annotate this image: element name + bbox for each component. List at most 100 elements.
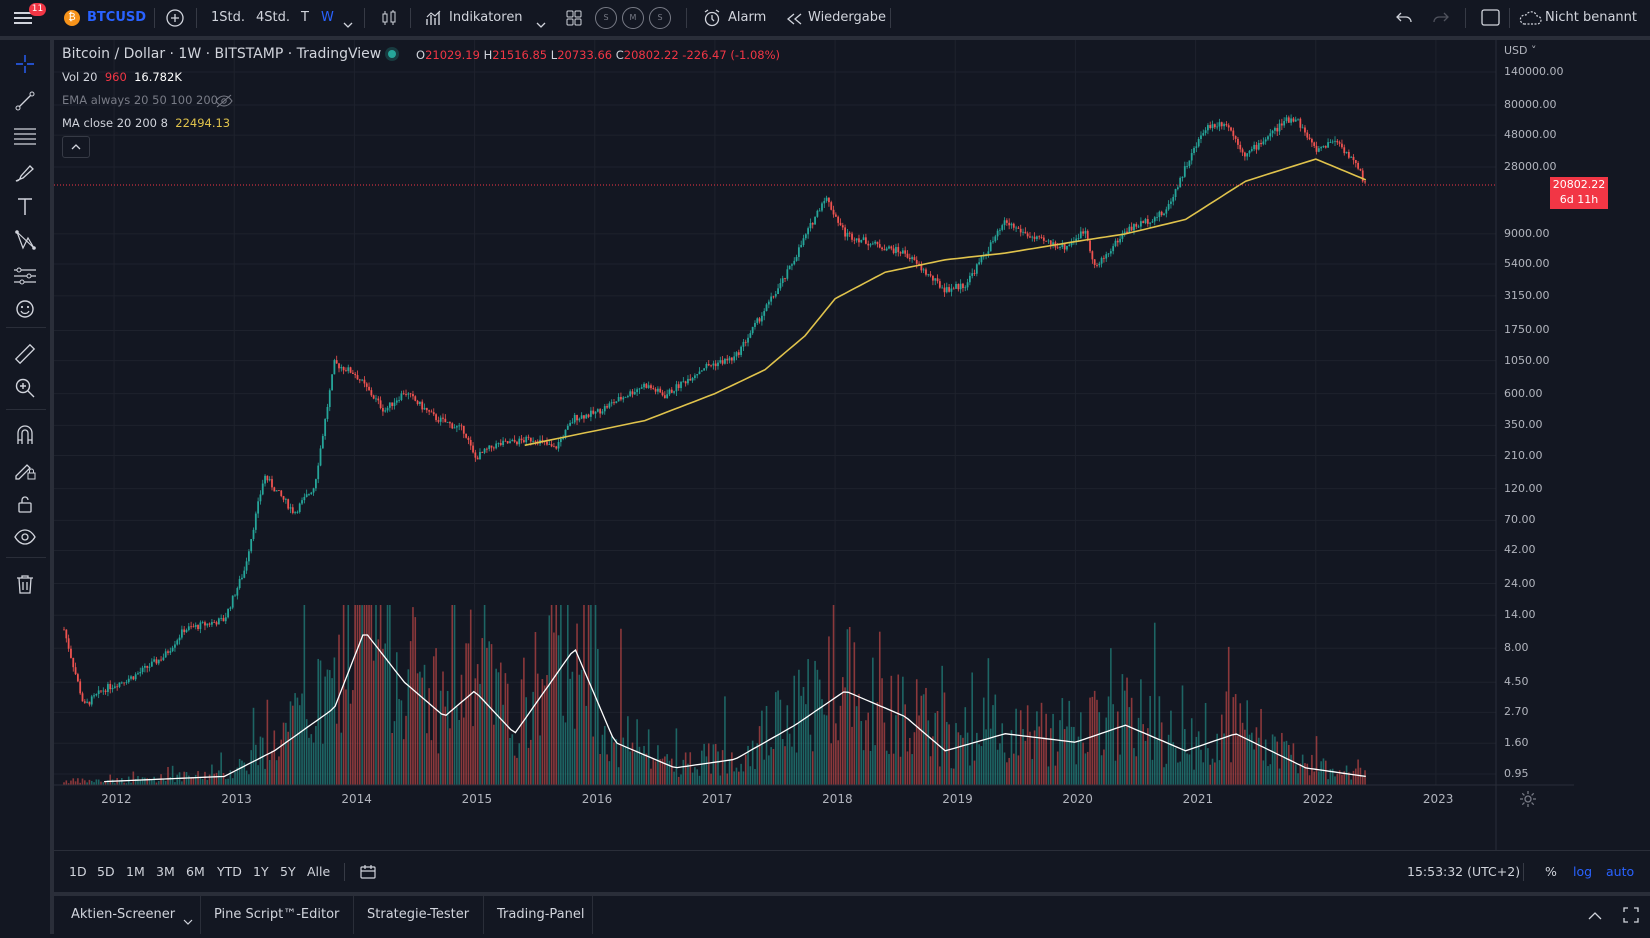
range-1d[interactable]: 1D bbox=[69, 864, 87, 879]
candle-body bbox=[388, 402, 391, 408]
eye-icon[interactable] bbox=[13, 525, 37, 549]
chart-pane[interactable]: Bitcoin / Dollar · 1W · BITSTAMP · Tradi… bbox=[54, 40, 1608, 850]
volume-bar bbox=[1308, 775, 1311, 785]
chevron-down-icon[interactable] bbox=[183, 911, 193, 925]
cloud-icon[interactable] bbox=[1518, 9, 1542, 27]
plus-circle-icon[interactable] bbox=[166, 9, 184, 27]
fib-icon[interactable] bbox=[13, 124, 37, 148]
range-5y[interactable]: 5Y bbox=[280, 864, 296, 879]
candle-body bbox=[455, 426, 458, 428]
tab-pine-editor[interactable]: Pine Script™-Editor bbox=[214, 907, 340, 922]
range-ytd[interactable]: YTD bbox=[217, 864, 242, 879]
time-tick-label: 2015 bbox=[461, 792, 493, 806]
trendline-icon[interactable] bbox=[13, 89, 37, 113]
range-3m[interactable]: 3M bbox=[156, 864, 175, 879]
price-tick-label: 600.00 bbox=[1504, 386, 1543, 400]
chevron-down-icon[interactable] bbox=[536, 14, 546, 28]
prediction-icon[interactable] bbox=[13, 264, 37, 288]
volume-bar bbox=[1260, 708, 1262, 785]
chart-title[interactable]: Bitcoin / Dollar · 1W · BITSTAMP · Tradi… bbox=[62, 46, 382, 62]
range-5d[interactable]: 5D bbox=[97, 864, 115, 879]
candle-body bbox=[1091, 251, 1094, 260]
volume-bar bbox=[291, 705, 294, 785]
symbol-search[interactable]: BTCUSD bbox=[87, 10, 147, 25]
auto-toggle[interactable]: auto bbox=[1606, 864, 1635, 879]
ma-legend[interactable]: MA close 20 200 8 22494.13 bbox=[62, 116, 231, 130]
candle-body bbox=[700, 370, 703, 372]
lock-drawing-icon[interactable] bbox=[13, 457, 37, 481]
replay-icon[interactable] bbox=[786, 11, 802, 25]
volume-bar bbox=[303, 605, 306, 785]
candle-body bbox=[1170, 201, 1172, 204]
circle-button-2[interactable]: M bbox=[622, 7, 644, 29]
chevron-down-icon[interactable] bbox=[343, 14, 353, 28]
lock-icon[interactable] bbox=[13, 492, 37, 516]
collapse-legend-button[interactable] bbox=[62, 136, 90, 158]
ema-legend[interactable]: EMA always 20 50 100 200 bbox=[62, 93, 218, 107]
interval-4h[interactable]: 4Std. bbox=[256, 10, 291, 25]
redo-icon[interactable] bbox=[1432, 10, 1450, 26]
currency-selector[interactable]: USD ˅ bbox=[1504, 44, 1537, 57]
alert-button[interactable]: Alarm bbox=[728, 10, 767, 25]
undo-icon[interactable] bbox=[1395, 10, 1413, 26]
range-1m[interactable]: 1M bbox=[126, 864, 145, 879]
volume-bar bbox=[1181, 685, 1184, 785]
maximize-panel-icon[interactable] bbox=[1622, 906, 1640, 924]
magnet-icon[interactable] bbox=[13, 423, 37, 447]
candle-body bbox=[398, 399, 400, 401]
tab-stock-screener[interactable]: Aktien-Screener bbox=[71, 907, 176, 922]
ruler-icon[interactable] bbox=[13, 342, 37, 366]
alarm-clock-icon[interactable] bbox=[702, 8, 722, 28]
candle-body bbox=[774, 294, 777, 297]
range-all[interactable]: Alle bbox=[307, 864, 331, 879]
hidden-eye-icon[interactable] bbox=[215, 93, 233, 108]
price-chart-svg[interactable] bbox=[54, 40, 1574, 850]
crosshair-icon[interactable] bbox=[13, 52, 37, 76]
volume-bar bbox=[1301, 754, 1304, 785]
trash-icon[interactable] bbox=[13, 572, 37, 596]
replay-button[interactable]: Wiedergabe bbox=[808, 10, 887, 25]
candle-body bbox=[818, 210, 821, 212]
log-toggle[interactable]: log bbox=[1573, 864, 1593, 879]
indicators-icon[interactable] bbox=[425, 9, 443, 27]
candle-body bbox=[1008, 222, 1011, 226]
percent-toggle[interactable]: % bbox=[1545, 864, 1557, 879]
interval-week[interactable]: W bbox=[321, 10, 334, 25]
circle-button-1[interactable]: S bbox=[595, 7, 617, 29]
candle-body bbox=[728, 357, 731, 361]
fullscreen-icon[interactable] bbox=[1481, 9, 1501, 27]
volume-legend[interactable]: Vol 20 960 16.782K bbox=[62, 70, 182, 84]
volume-bar bbox=[742, 771, 745, 785]
brush-icon[interactable] bbox=[13, 160, 37, 184]
interval-day[interactable]: T bbox=[301, 10, 309, 25]
menu-icon[interactable] bbox=[14, 10, 34, 26]
clock-time[interactable]: 15:53:32 (UTC+2) bbox=[1407, 864, 1521, 879]
volume-bar bbox=[772, 748, 775, 785]
goto-date-icon[interactable] bbox=[359, 863, 377, 881]
volume-bar bbox=[622, 737, 625, 785]
range-1y[interactable]: 1Y bbox=[253, 864, 269, 879]
tab-strategy-tester[interactable]: Strategie-Tester bbox=[367, 907, 470, 922]
volume-bar bbox=[134, 778, 137, 785]
volume-bar bbox=[1084, 753, 1087, 785]
candles-icon[interactable] bbox=[380, 9, 398, 27]
volume-bar bbox=[539, 735, 541, 785]
chevron-up-icon[interactable] bbox=[1586, 908, 1604, 922]
volume-bar bbox=[643, 745, 645, 785]
bitcoin-icon: ₿ bbox=[64, 10, 80, 26]
volume-bar bbox=[1047, 766, 1050, 785]
layout-name[interactable]: Nicht benannt bbox=[1545, 10, 1637, 25]
interval-1h[interactable]: 1Std. bbox=[211, 10, 246, 25]
templates-icon[interactable] bbox=[565, 9, 583, 27]
settings-gear-icon[interactable] bbox=[1519, 790, 1537, 808]
indicators-button[interactable]: Indikatoren bbox=[449, 10, 523, 25]
emoji-icon[interactable] bbox=[13, 297, 37, 321]
text-icon[interactable] bbox=[13, 194, 37, 218]
range-6m[interactable]: 6M bbox=[186, 864, 205, 879]
zoom-icon[interactable] bbox=[13, 376, 37, 400]
candle-body bbox=[1234, 136, 1237, 139]
tab-trading-panel[interactable]: Trading-Panel bbox=[497, 907, 585, 922]
circle-button-3[interactable]: S bbox=[649, 7, 671, 29]
candle-body bbox=[1301, 127, 1304, 129]
pattern-icon[interactable] bbox=[13, 228, 37, 252]
